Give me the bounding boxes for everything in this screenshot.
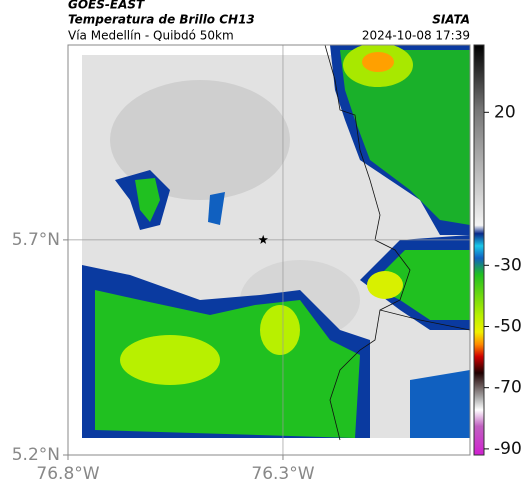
x-tick-label: 76.3°W	[251, 464, 314, 484]
route: Vía Medellín - Quibdó 50km	[68, 29, 234, 43]
y-tick-label: 5.2°N	[12, 445, 60, 465]
x-tick-label: 76.8°W	[36, 464, 99, 484]
location-marker	[258, 234, 268, 244]
colorbar-tick-label: 20	[494, 102, 516, 122]
colorbar-tick-label: -70	[494, 378, 522, 398]
title: GOES-EAST	[68, 0, 145, 12]
colorbar	[473, 44, 485, 456]
y-tick-label: 5.7°N	[12, 230, 60, 250]
subtitle: Temperatura de Brillo CH13	[68, 13, 255, 27]
colorbar-tick-label: -50	[494, 316, 522, 336]
satellite-image	[68, 45, 470, 455]
colorbar-tick-label: -30	[494, 255, 522, 275]
map-frame	[67, 44, 471, 456]
source: SIATA	[432, 13, 470, 27]
datetime: 2024-10-08 17:39	[362, 29, 470, 43]
colorbar-tick-label: -90	[494, 439, 522, 459]
